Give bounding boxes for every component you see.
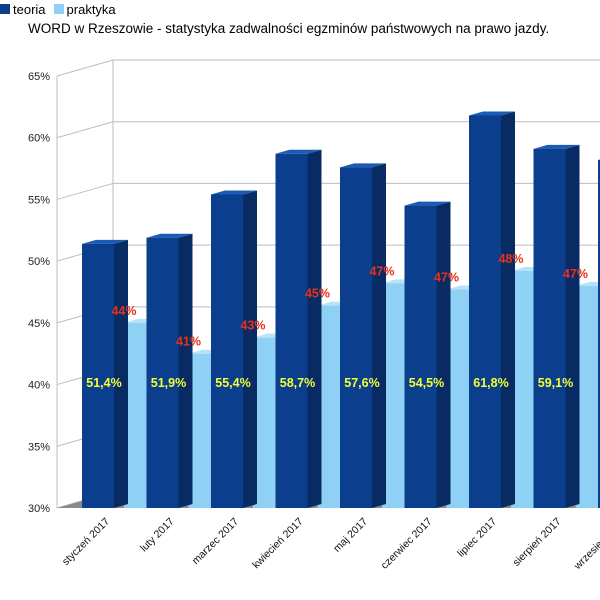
x-tick-label: marzec 2017 <box>190 516 242 568</box>
data-label-praktyka: 43% <box>240 319 265 333</box>
x-tick-label: lipiec 2017 <box>455 516 499 560</box>
y-tick-label: 55% <box>28 194 50 206</box>
data-label-praktyka: 47% <box>563 267 588 281</box>
legend-label-teoria: teoria <box>13 1 46 17</box>
data-label-teoria: 57,6% <box>344 376 379 390</box>
chart-title: WORD w Rzeszowie - statystyka zadwalnośc… <box>28 21 550 36</box>
data-labels: 44% 51,4% 41% 51,9% 43% 55,4% 45% 58,7% 47% 57,6%… <box>86 252 588 390</box>
data-label-praktyka: 41% <box>176 335 201 349</box>
data-label-praktyka: 47% <box>369 264 394 278</box>
data-label-praktyka: 47% <box>434 271 459 285</box>
bar-teoria <box>275 149 322 508</box>
bar-teoria <box>211 190 257 508</box>
legend-item-teoria: teoria <box>0 2 46 17</box>
legend: teoria praktyka <box>0 0 124 18</box>
bar-teoria <box>404 201 451 508</box>
data-label-teoria: 59,1% <box>538 376 573 390</box>
grid-diagonal <box>56 59 114 77</box>
y-tick-label: 60% <box>28 133 50 145</box>
x-tick-label: czerwiec 2017 <box>379 516 435 572</box>
bars <box>82 111 600 509</box>
data-label-teoria: 55,4% <box>215 376 250 390</box>
y-tick-label: 65% <box>28 71 50 83</box>
y-tick-label: 45% <box>28 318 50 330</box>
grid-diagonal <box>56 182 114 200</box>
x-axis-ticks: styczeń 2017 luty 2017 marzec 2017 kwiecień… <box>60 516 600 573</box>
y-tick-label: 35% <box>28 441 50 453</box>
legend-swatch-teoria <box>0 4 10 14</box>
y-tick-label: 40% <box>28 380 50 392</box>
bar-teoria <box>533 144 580 508</box>
data-label-teoria: 61,8% <box>473 376 508 390</box>
legend-item-praktyka: praktyka <box>53 1 116 17</box>
x-tick-label: styczeń 2017 <box>60 516 112 568</box>
y-axis-ticks: 30% 35% 40% 45% 50% 55% 60% 65% <box>28 71 50 515</box>
x-tick-label: maj 2017 <box>331 516 370 555</box>
x-tick-label: kwiecień 2017 <box>250 516 306 572</box>
bar-teoria <box>340 163 386 508</box>
x-tick-label: sierpień 2017 <box>511 516 564 569</box>
legend-label-praktyka: praktyka <box>66 1 116 17</box>
data-label-teoria: 51,9% <box>151 376 186 390</box>
data-label-teoria: 54,5% <box>409 376 444 390</box>
y-tick-label: 30% <box>28 503 50 515</box>
legend-swatch-praktyka <box>53 4 64 14</box>
x-tick-label: luty 2017 <box>138 516 177 555</box>
data-label-praktyka: 45% <box>305 287 330 301</box>
y-tick-label: 50% <box>28 256 50 268</box>
data-label-praktyka: 48% <box>498 252 523 266</box>
bar-teoria <box>82 239 128 508</box>
bar-teoria <box>469 111 515 509</box>
grid-diagonal <box>56 121 114 139</box>
data-label-teoria: 58,7% <box>280 376 315 390</box>
data-label-teoria: 51,4% <box>86 376 121 390</box>
x-tick-label: wrzesień 2017 <box>571 516 600 573</box>
data-label-praktyka: 44% <box>111 304 136 318</box>
bar-teoria <box>146 233 193 509</box>
